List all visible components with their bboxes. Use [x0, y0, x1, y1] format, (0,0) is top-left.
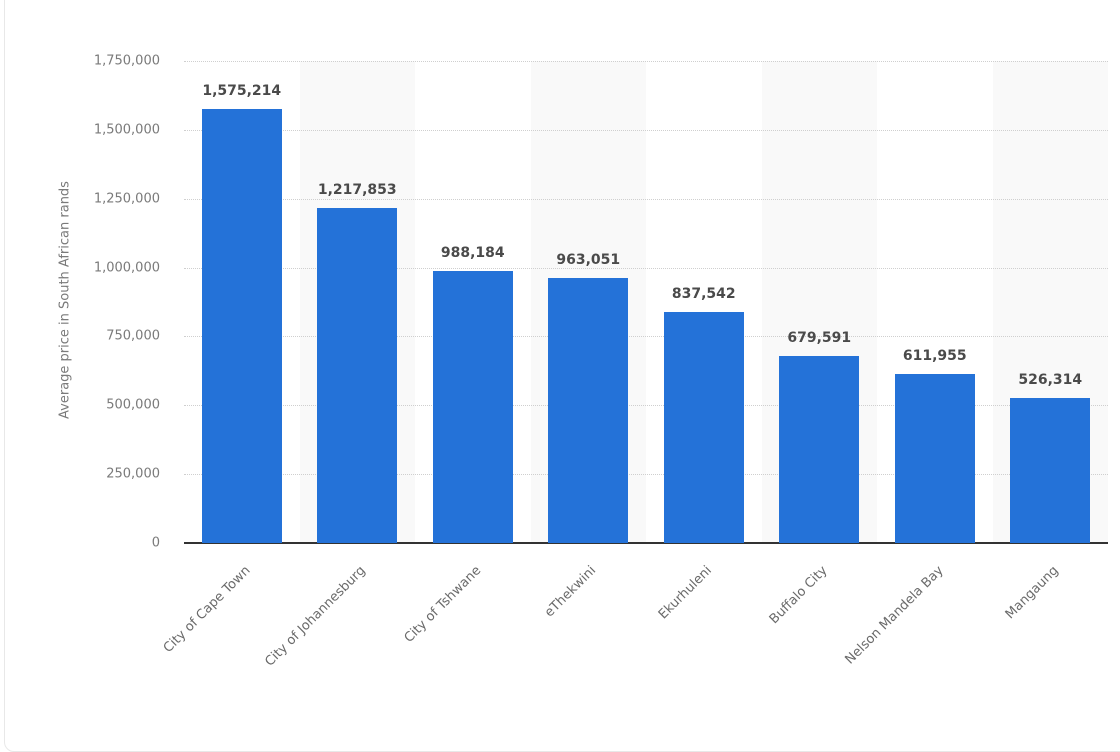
bar[interactable] — [201, 109, 282, 543]
gridline — [184, 474, 1108, 476]
data-label: 1,575,214 — [202, 83, 282, 100]
y-tick-label: 1,500,000 — [93, 122, 160, 138]
gridline — [184, 129, 1108, 131]
bar[interactable] — [663, 312, 744, 543]
data-label: 988,184 — [440, 244, 505, 261]
y-axis-title: Average price in South African rands — [57, 181, 73, 419]
y-tick-label: 0 — [151, 535, 160, 551]
x-axis-line — [184, 542, 1108, 544]
data-label: 526,314 — [1018, 372, 1083, 389]
bar[interactable] — [432, 270, 513, 543]
gridline — [184, 61, 1108, 62]
gridline — [184, 198, 1108, 200]
data-label: 611,955 — [902, 348, 967, 365]
bar[interactable] — [317, 207, 398, 543]
data-label: 1,217,853 — [317, 181, 397, 198]
y-tick-label: 1,000,000 — [93, 260, 160, 276]
y-tick-label: 250,000 — [106, 466, 160, 482]
gridline — [184, 267, 1108, 269]
gridline — [184, 405, 1108, 407]
bar[interactable] — [1010, 398, 1091, 543]
bar[interactable] — [894, 374, 975, 543]
y-tick-label: 500,000 — [106, 397, 160, 413]
gridline — [184, 336, 1108, 338]
bar[interactable] — [548, 277, 629, 543]
y-tick-label: 1,250,000 — [93, 191, 160, 207]
data-label: 837,542 — [671, 286, 736, 303]
data-label: 679,591 — [787, 329, 852, 346]
y-tick-label: 1,750,000 — [93, 53, 160, 69]
bar[interactable] — [779, 355, 860, 543]
data-label: 963,051 — [556, 251, 621, 268]
y-tick-label: 750,000 — [106, 328, 160, 344]
